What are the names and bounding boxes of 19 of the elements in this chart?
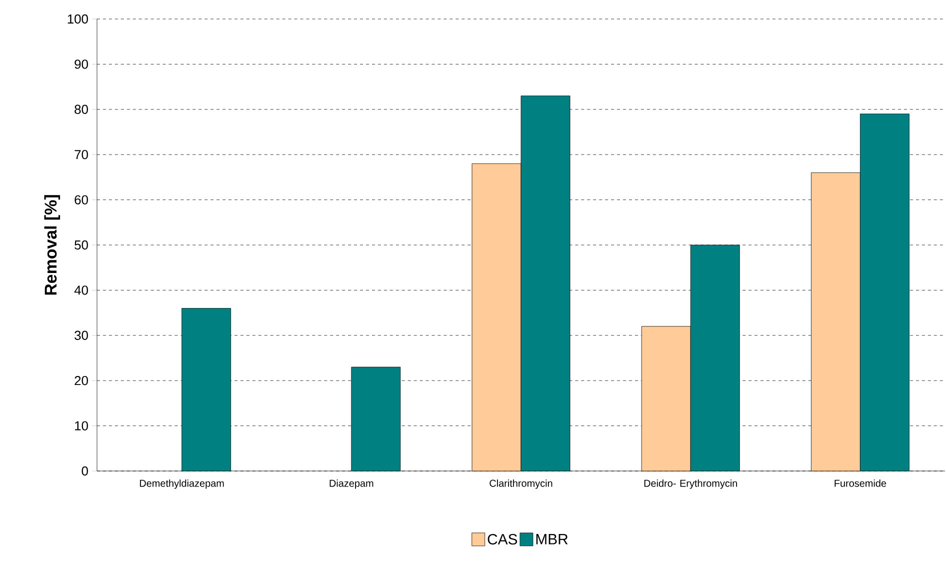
- y-tick-label: 80: [74, 104, 88, 114]
- y-axis-title: Removal [%]: [44, 195, 60, 295]
- x-tick-label: Demethyldiazepam: [140, 480, 224, 489]
- x-tick-label: Deidro- Erythromycin: [644, 480, 737, 489]
- y-tick-label: 50: [74, 240, 88, 250]
- legend-label: CAS: [488, 534, 518, 545]
- y-tick-label: 40: [74, 286, 88, 295]
- y-tick-label: 10: [75, 421, 88, 430]
- x-tick-label: Diazepam: [330, 480, 374, 489]
- y-tick-label: 20: [74, 376, 88, 386]
- y-tick-label: 60: [74, 195, 88, 204]
- y-tick-label: 0: [82, 466, 88, 476]
- x-tick-label: Clarithromycin: [490, 480, 552, 489]
- y-tick-label: 100: [68, 14, 88, 24]
- y-tick-label: 70: [74, 150, 88, 160]
- x-tick-label: Furosemide: [834, 480, 886, 487]
- y-tick-label: 30: [74, 330, 88, 340]
- y-tick-label: 90: [74, 60, 88, 69]
- legend-label: MBR: [536, 534, 568, 544]
